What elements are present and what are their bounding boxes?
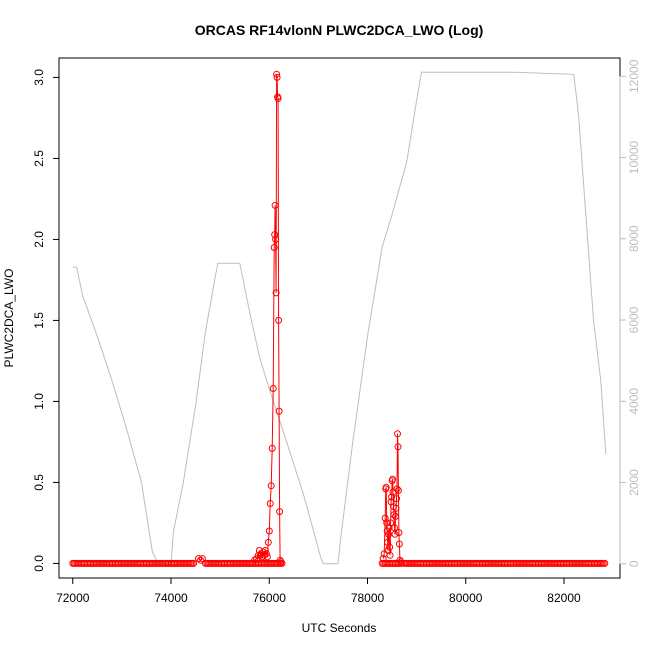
x-axis: 72000 74000 76000 78000 80000 82000 bbox=[56, 577, 581, 605]
data-point bbox=[272, 289, 280, 297]
data-point bbox=[264, 538, 272, 546]
y2-tick-label: 12000 bbox=[627, 59, 641, 93]
x-axis-label: UTC Seconds bbox=[302, 621, 377, 635]
data-point bbox=[396, 556, 404, 564]
data-point bbox=[379, 555, 387, 563]
y-tick-label: 0.5 bbox=[32, 474, 46, 491]
data-point bbox=[273, 70, 281, 78]
data-point bbox=[270, 244, 278, 251]
data-point bbox=[251, 556, 258, 564]
data-point bbox=[274, 95, 282, 102]
data-point bbox=[395, 529, 403, 537]
data-point bbox=[395, 540, 403, 548]
chart-title: ORCAS RF14vlonN PLWC2DCA_LWO (Log) bbox=[195, 22, 484, 38]
x-tick-label: 80000 bbox=[449, 591, 483, 605]
data-point bbox=[385, 524, 393, 532]
data-point bbox=[389, 475, 397, 483]
y-tick-label: 1.5 bbox=[32, 312, 46, 329]
baseline-markers bbox=[69, 559, 609, 567]
data-point bbox=[381, 514, 389, 522]
baseline-point bbox=[601, 559, 609, 567]
y2-tick-label: 6000 bbox=[627, 306, 641, 333]
data-point bbox=[392, 512, 399, 520]
data-point bbox=[275, 407, 283, 415]
data-point bbox=[268, 444, 276, 452]
y2-tick-label: 4000 bbox=[627, 388, 641, 415]
y2-tick-label: 8000 bbox=[627, 225, 641, 252]
y-axis: 0.0 0.5 1.0 1.5 2.0 2.5 3.0 bbox=[32, 69, 60, 572]
data-point bbox=[392, 504, 400, 512]
data-point bbox=[391, 530, 399, 538]
data-point bbox=[273, 73, 281, 81]
primary-series bbox=[195, 70, 405, 566]
y2-tick-label: 10000 bbox=[627, 140, 641, 174]
y2-tick-label: 0 bbox=[627, 560, 641, 567]
x-tick-label: 82000 bbox=[547, 591, 581, 605]
data-point bbox=[394, 487, 402, 494]
data-point bbox=[197, 556, 204, 564]
y-tick-label: 2.0 bbox=[32, 231, 46, 248]
data-point bbox=[195, 555, 202, 563]
y2-axis: 0 2000 4000 6000 8000 10000 12000 bbox=[619, 59, 641, 567]
data-point bbox=[269, 385, 277, 392]
data-point bbox=[272, 235, 280, 243]
data-point bbox=[276, 508, 284, 516]
data-point bbox=[393, 485, 401, 493]
data-point bbox=[382, 483, 390, 491]
data-point bbox=[386, 543, 394, 551]
primary-series-line bbox=[382, 433, 402, 563]
data-point bbox=[397, 558, 405, 566]
y-axis-label: PLWC2DCA_LWO bbox=[2, 269, 16, 368]
data-point bbox=[271, 231, 279, 239]
secondary-series bbox=[72, 71, 607, 565]
x-tick-label: 72000 bbox=[56, 591, 90, 605]
y-tick-label: 0.0 bbox=[32, 555, 46, 572]
plot-frame bbox=[58, 57, 621, 579]
x-tick-label: 76000 bbox=[253, 591, 287, 605]
data-point bbox=[387, 519, 395, 527]
data-point bbox=[271, 201, 279, 209]
data-point bbox=[275, 316, 283, 324]
data-point bbox=[394, 443, 402, 451]
data-point bbox=[388, 493, 396, 501]
data-point bbox=[267, 482, 275, 490]
data-point bbox=[198, 555, 206, 563]
data-point bbox=[390, 511, 398, 519]
data-point bbox=[266, 500, 274, 507]
data-point bbox=[393, 495, 400, 503]
data-point bbox=[262, 550, 270, 558]
x-tick-label: 74000 bbox=[154, 591, 188, 605]
plot-area bbox=[69, 70, 609, 567]
y-tick-label: 1.0 bbox=[32, 393, 46, 410]
y-tick-label: 2.5 bbox=[32, 150, 46, 167]
data-point bbox=[261, 547, 269, 554]
y-tick-label: 3.0 bbox=[32, 69, 46, 86]
data-point bbox=[394, 430, 401, 438]
data-point bbox=[277, 558, 285, 566]
data-point bbox=[265, 527, 273, 535]
data-point bbox=[391, 524, 398, 532]
data-point bbox=[263, 553, 271, 561]
y2-tick-label: 2000 bbox=[627, 469, 641, 496]
data-point bbox=[386, 551, 394, 559]
x-tick-label: 78000 bbox=[351, 591, 385, 605]
secondary-series-line bbox=[72, 71, 607, 565]
baseline-point bbox=[190, 559, 198, 567]
